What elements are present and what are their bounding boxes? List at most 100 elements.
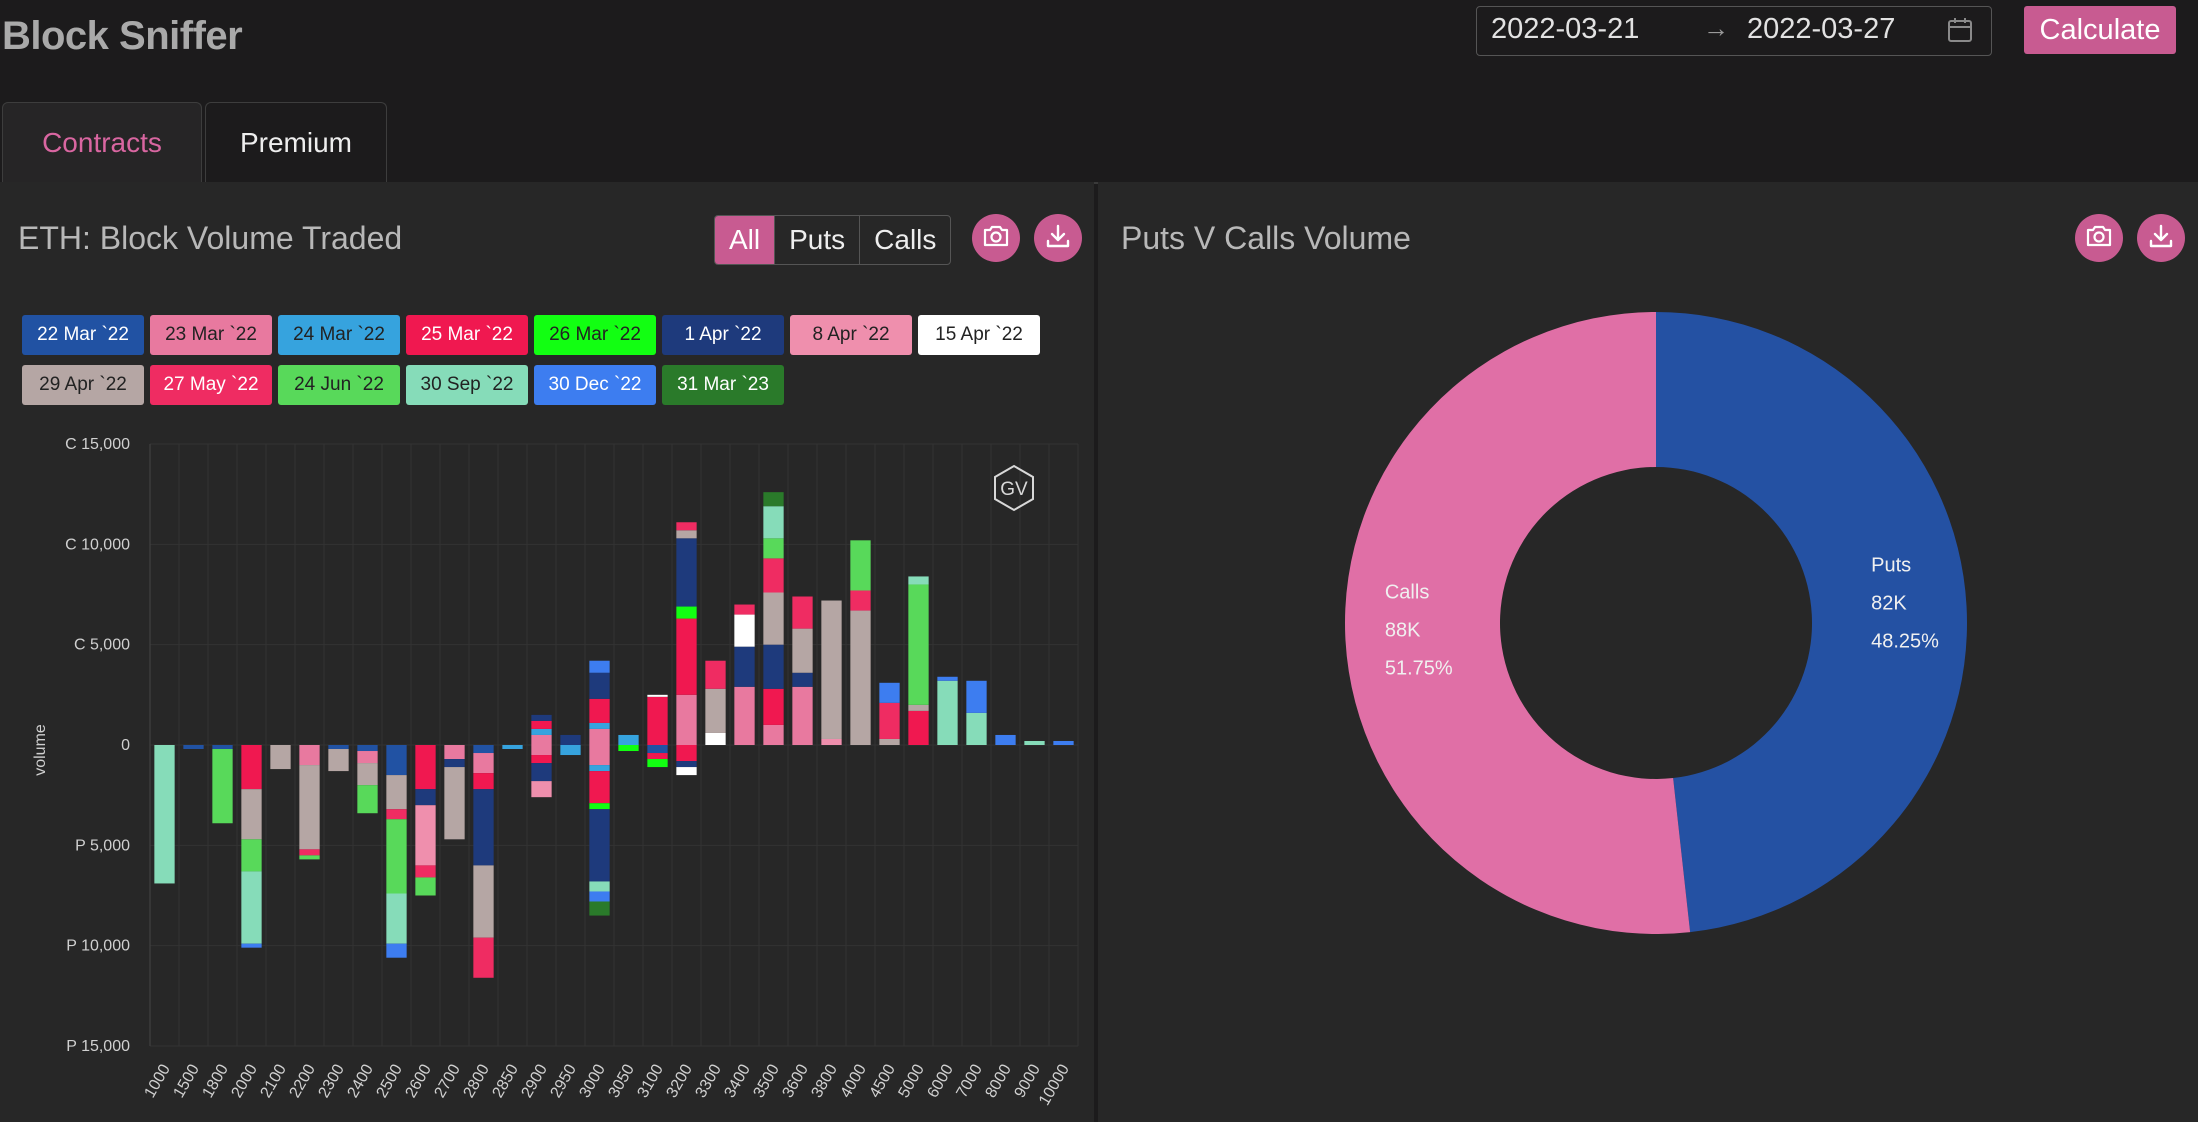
bar-segment[interactable] [531,755,552,764]
bar-segment[interactable] [676,745,697,762]
bar-segment[interactable] [531,714,552,721]
bar-segment[interactable] [734,646,755,687]
calendar-icon[interactable] [1947,17,1973,48]
bar-segment[interactable] [618,734,639,745]
bar-segment[interactable] [705,732,726,745]
filter-all-button[interactable]: All [715,216,775,264]
bar-segment[interactable] [531,763,552,782]
bar-segment[interactable] [676,530,697,539]
bar-segment[interactable] [415,865,436,878]
bar-segment[interactable] [386,893,407,944]
legend-item[interactable]: 30 Sep `22 [406,365,528,405]
bar-segment[interactable] [589,728,610,745]
bar-segment[interactable] [966,680,987,713]
bar-segment[interactable] [415,745,436,790]
bar-segment[interactable] [473,865,494,938]
bar-segment[interactable] [734,614,755,647]
legend-item[interactable]: 27 May `22 [150,365,272,405]
bar-segment[interactable] [415,789,436,806]
bar-segment[interactable] [241,943,262,948]
bar-segment[interactable] [763,644,784,689]
bar-segment[interactable] [705,688,726,733]
bar-segment[interactable] [473,789,494,866]
bar-segment[interactable] [531,734,552,745]
bar-segment[interactable] [792,628,813,673]
legend-item[interactable]: 24 Jun `22 [278,365,400,405]
bar-segment[interactable] [589,765,610,772]
bar-segment[interactable] [763,558,784,593]
bar-segment[interactable] [299,745,320,766]
bar-segment[interactable] [937,676,958,681]
bar-segment[interactable] [821,738,842,745]
bar-segment[interactable] [647,759,668,768]
bar-segment[interactable] [589,672,610,699]
bar-segment[interactable] [299,849,320,856]
bar-segment[interactable] [676,522,697,531]
bar-segment[interactable] [995,734,1016,745]
bar-segment[interactable] [212,749,233,824]
bar-segment[interactable] [415,805,436,866]
bar-segment[interactable] [241,839,262,872]
bar-segment[interactable] [647,753,668,760]
download-button[interactable] [1034,214,1082,262]
bar-segment[interactable] [589,722,610,729]
bar-segment[interactable] [792,672,813,687]
bar-segment[interactable] [879,682,900,703]
bar-segment[interactable] [589,901,610,916]
legend-item[interactable]: 24 Mar `22 [278,315,400,355]
bar-segment[interactable] [299,765,320,850]
bar-segment[interactable] [676,694,697,745]
bar-segment[interactable] [792,596,813,629]
bar-segment[interactable] [821,600,842,739]
bar-segment[interactable] [676,761,697,768]
tab-premium[interactable]: Premium [205,102,387,183]
end-date-input[interactable]: 2022-03-27 [1747,13,1896,45]
bar-segment[interactable] [386,819,407,894]
legend-item[interactable]: 26 Mar `22 [534,315,656,355]
bar-segment[interactable] [415,877,436,896]
legend-item[interactable]: 29 Apr `22 [22,365,144,405]
bar-segment[interactable] [589,698,610,723]
bar-segment[interactable] [357,751,378,764]
tab-contracts[interactable]: Contracts [2,102,202,183]
bar-segment[interactable] [763,688,784,725]
screenshot-button[interactable] [972,214,1020,262]
legend-item[interactable]: 1 Apr `22 [662,315,784,355]
bar-segment[interactable] [212,745,233,750]
bar-segment[interactable] [908,584,929,705]
bar-segment[interactable] [763,506,784,539]
bar-segment[interactable] [734,604,755,615]
bar-segment[interactable] [676,618,697,695]
bar-segment[interactable] [183,745,204,750]
start-date-input[interactable]: 2022-03-21 [1491,13,1640,45]
bar-segment[interactable] [328,745,349,750]
legend-item[interactable]: 30 Dec `22 [534,365,656,405]
bar-segment[interactable] [589,809,610,882]
bar-segment[interactable] [386,745,407,776]
bar-segment[interactable] [908,704,929,711]
bar-segment[interactable] [560,745,581,756]
pie-slice-calls[interactable] [1345,312,1691,934]
pie-slice-puts[interactable] [1656,312,1968,933]
bar-segment[interactable] [386,775,407,810]
bar-segment[interactable] [241,789,262,840]
bar-segment[interactable] [908,710,929,745]
pie-download-button[interactable] [2137,214,2185,262]
bar-segment[interactable] [647,745,668,754]
bar-segment[interactable] [357,785,378,814]
bar-segment[interactable] [531,720,552,729]
bar-segment[interactable] [763,724,784,745]
bar-segment[interactable] [676,767,697,776]
filter-puts-button[interactable]: Puts [774,216,859,264]
bar-segment[interactable] [1024,740,1045,745]
legend-item[interactable]: 22 Mar `22 [22,315,144,355]
bar-segment[interactable] [647,696,668,745]
bar-segment[interactable] [763,538,784,559]
bar-segment[interactable] [850,540,871,591]
bar-segment[interactable] [850,610,871,745]
pie-screenshot-button[interactable] [2075,214,2123,262]
bar-segment[interactable] [502,745,523,750]
bar-segment[interactable] [473,745,494,754]
bar-segment[interactable] [444,745,465,760]
date-range-picker[interactable]: 2022-03-21 → 2022-03-27 [1476,6,1992,56]
